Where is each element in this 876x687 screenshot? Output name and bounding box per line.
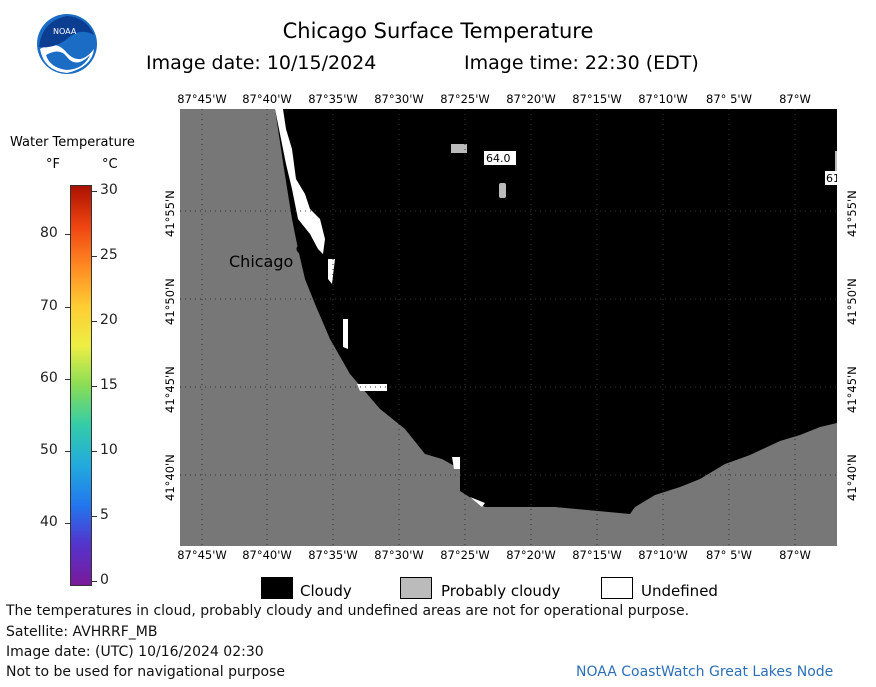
map-frame: 64.0 61 Chicago: [180, 109, 837, 546]
probably-cloudy-patches: [451, 144, 837, 198]
noaa-logo: NOAA: [36, 13, 98, 75]
legend-swatch-cloudy: [261, 577, 293, 599]
top-lon-tick: 87°30'W: [374, 92, 424, 106]
scale-tick-c: 25: [100, 247, 118, 263]
credit-link[interactable]: NOAA CoastWatch Great Lakes Node: [576, 664, 834, 680]
bottom-lon-tick: 87°35'W: [308, 548, 358, 562]
bottom-lon-tick: 87° 5'W: [706, 548, 752, 562]
top-lon-tick: 87°35'W: [308, 92, 358, 106]
scale-tick-mark: [92, 386, 97, 387]
right-lat-tick: 41°55'N: [845, 190, 859, 237]
left-lat-tick: 41°45'N: [163, 366, 177, 413]
scale-tick-mark: [65, 378, 70, 380]
bottom-lon-tick: 87°20'W: [506, 548, 556, 562]
top-lon-tick: 87° 5'W: [706, 92, 752, 106]
bottom-lon-tick: 87°W: [779, 548, 811, 562]
scale-tick-mark: [92, 581, 97, 582]
scale-tick-mark: [92, 516, 97, 517]
bottom-lon-tick: 87°10'W: [638, 548, 688, 562]
right-lat-tick: 41°40'N: [845, 454, 859, 501]
bottom-lon-tick: 87°25'W: [440, 548, 490, 562]
disclaimer: The temperatures in cloud, probably clou…: [6, 603, 690, 619]
legend-label-undefined: Undefined: [641, 582, 718, 600]
scale-tick-c: 15: [100, 377, 118, 393]
top-lon-tick: 87°25'W: [440, 92, 490, 106]
right-lat-tick: 41°45'N: [845, 366, 859, 413]
page-title: Chicago Surface Temperature: [282, 19, 594, 43]
top-lon-tick: 87°10'W: [638, 92, 688, 106]
legend-swatch-probably-cloudy: [400, 577, 432, 599]
temp-label-2: 61: [826, 172, 837, 185]
scale-tick-f: 40: [40, 514, 58, 531]
scale-tick-mark: [92, 451, 97, 452]
color-bar: [70, 185, 92, 586]
scale-tick-c: 0: [100, 572, 109, 588]
scale-tick-mark: [65, 523, 70, 525]
satellite: Satellite: AVHRRF_MB: [6, 624, 158, 640]
legend-label-cloudy: Cloudy: [300, 582, 352, 600]
scale-tick-f: 80: [40, 225, 58, 242]
image-time: Image time: 22:30 (EDT): [464, 52, 699, 74]
bottom-lon-tick: 87°30'W: [374, 548, 424, 562]
top-lon-tick: 87°W: [779, 92, 811, 106]
scale-tick-mark: [92, 256, 97, 257]
scale-tick-c: 10: [100, 442, 118, 458]
top-lon-tick: 87°45'W: [177, 92, 227, 106]
left-lat-tick: 41°55'N: [163, 190, 177, 237]
top-lon-tick: 87°20'W: [506, 92, 556, 106]
bottom-lon-tick: 87°40'W: [242, 548, 292, 562]
utc-date: Image date: (UTC) 10/16/2024 02:30: [6, 644, 264, 660]
scale-unit-f: °F: [46, 157, 60, 172]
logo-text: NOAA: [53, 27, 77, 36]
land-west: [180, 109, 837, 546]
scale-tick-c: 5: [100, 507, 109, 523]
left-lat-tick: 41°40'N: [163, 454, 177, 501]
nav-warning: Not to be used for navigational purpose: [6, 664, 285, 680]
legend-label-probably-cloudy: Probably cloudy: [441, 582, 561, 600]
chicago-marker: [296, 244, 306, 254]
top-lon-tick: 87°15'W: [572, 92, 622, 106]
scale-tick-c: 30: [100, 182, 118, 198]
scale-title: Water Temperature: [10, 135, 135, 150]
temp-label-1: 64.0: [486, 152, 511, 165]
legend-swatch-undefined: [601, 577, 633, 599]
scale-tick-mark: [65, 451, 70, 452]
bottom-lon-tick: 87°45'W: [177, 548, 227, 562]
undefined-coast: [275, 109, 485, 507]
top-lon-tick: 87°40'W: [242, 92, 292, 106]
scale-tick-f: 60: [40, 369, 58, 386]
scale-tick-mark: [92, 321, 97, 322]
scale-tick-f: 50: [40, 442, 58, 458]
scale-unit-c: °C: [102, 157, 118, 172]
scale-tick-mark: [92, 191, 97, 192]
bottom-lon-tick: 87°15'W: [572, 548, 622, 562]
right-lat-tick: 41°50'N: [845, 278, 859, 325]
scale-tick-f: 70: [40, 297, 58, 314]
image-date: Image date: 10/15/2024: [146, 52, 377, 74]
scale-tick-mark: [65, 306, 70, 308]
scale-tick-mark: [65, 234, 70, 236]
scale-tick-c: 20: [100, 312, 118, 328]
city-label-chicago: Chicago: [229, 252, 294, 271]
left-lat-tick: 41°50'N: [163, 278, 177, 325]
temp-labels: 64.0 61: [484, 151, 837, 185]
